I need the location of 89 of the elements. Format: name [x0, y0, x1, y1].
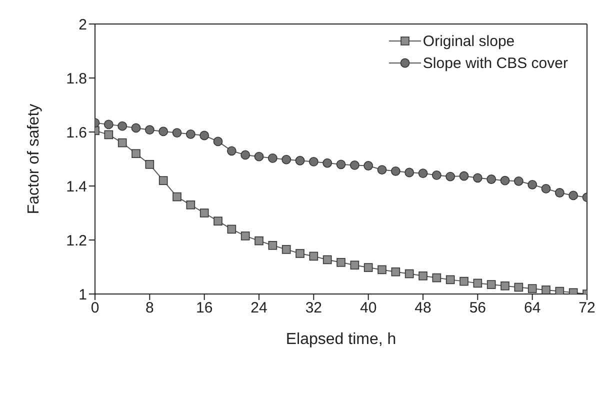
- point: [404, 168, 414, 178]
- point: [460, 276, 468, 286]
- point: [186, 200, 196, 210]
- point: [131, 123, 141, 133]
- point: [172, 128, 182, 138]
- point: [268, 153, 278, 163]
- point: [473, 278, 482, 288]
- point: [514, 176, 524, 186]
- point: [322, 158, 332, 168]
- point: [104, 120, 114, 130]
- point: [308, 157, 318, 166]
- point: [418, 168, 428, 178]
- point: [268, 241, 278, 250]
- x-tick-label: 32: [305, 300, 322, 317]
- y-axis-title: Factor of safety: [26, 104, 43, 214]
- y-tick-label: 1.6: [66, 124, 87, 142]
- point: [432, 170, 442, 180]
- point: [568, 190, 578, 200]
- x-tick-label: 8: [145, 300, 154, 317]
- point: [227, 224, 236, 234]
- x-tick-label: 24: [250, 300, 268, 317]
- y-tick-label: 1.4: [66, 178, 87, 196]
- point: [322, 255, 332, 264]
- x-tick-label: 72: [578, 300, 596, 317]
- point: [295, 156, 305, 166]
- point: [200, 130, 210, 140]
- point: [158, 176, 168, 185]
- point: [554, 188, 564, 198]
- point: [528, 284, 537, 293]
- point: [282, 154, 292, 164]
- point: [282, 245, 291, 254]
- point: [104, 130, 114, 140]
- point: [132, 149, 140, 158]
- point: [214, 216, 222, 226]
- point: [404, 269, 414, 278]
- point: [240, 150, 250, 160]
- point: [432, 273, 442, 282]
- point: [378, 265, 386, 274]
- point: [486, 174, 496, 184]
- legend-label: Original slope: [422, 32, 515, 50]
- point: [240, 232, 250, 240]
- point: [555, 286, 564, 294]
- x-tick-label: 16: [196, 300, 213, 317]
- legend-label: Slope with CBS cover: [422, 54, 568, 72]
- y-tick-label: 1: [78, 286, 87, 304]
- point: [309, 252, 318, 261]
- point: [336, 258, 346, 267]
- point: [514, 282, 524, 292]
- point: [213, 136, 223, 146]
- point: [390, 166, 400, 176]
- y-tick-label: 1.2: [66, 232, 87, 250]
- point: [486, 280, 496, 289]
- point: [336, 160, 346, 170]
- point: [254, 152, 264, 162]
- point: [296, 249, 304, 258]
- point: [186, 129, 196, 139]
- x-tick-label: 40: [360, 300, 377, 317]
- point: [254, 236, 264, 246]
- point: [446, 275, 455, 284]
- point: [118, 138, 127, 148]
- point: [541, 184, 551, 194]
- x-tick-label: 0: [90, 300, 100, 317]
- point: [459, 171, 469, 181]
- point: [472, 173, 482, 183]
- point: [350, 160, 360, 170]
- point: [172, 192, 182, 202]
- y-tick-label: 2: [78, 16, 87, 34]
- point: [226, 146, 236, 156]
- point: [418, 272, 428, 280]
- y-tick-label: 1.8: [66, 70, 87, 88]
- point: [446, 172, 456, 182]
- point: [364, 263, 373, 272]
- point: [145, 160, 154, 169]
- x-axis-title: Elapsed time, h: [286, 331, 396, 348]
- point: [158, 126, 168, 136]
- point: [364, 161, 374, 170]
- point: [144, 125, 154, 135]
- x-tick-label: 48: [414, 300, 432, 317]
- x-tick-label: 56: [469, 300, 486, 317]
- point: [528, 180, 538, 190]
- x-tick-label: 64: [524, 300, 541, 317]
- point: [377, 165, 387, 174]
- point: [200, 208, 209, 218]
- point: [391, 267, 400, 276]
- point: [350, 260, 360, 270]
- point: [542, 286, 550, 294]
- point: [118, 121, 128, 131]
- point: [500, 176, 510, 186]
- point: [500, 282, 510, 290]
